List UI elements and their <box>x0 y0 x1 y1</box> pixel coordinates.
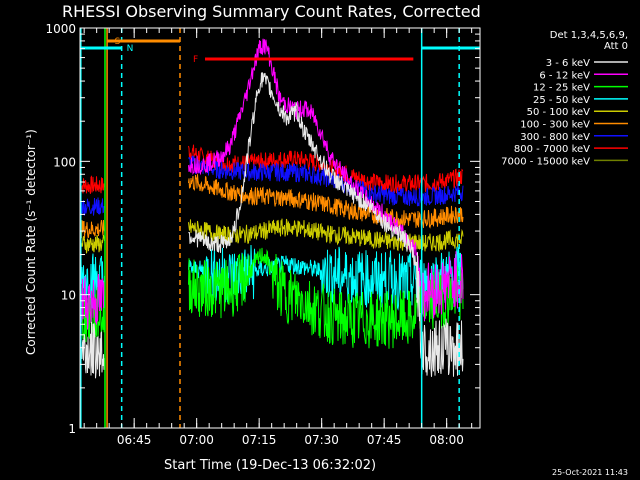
x-axis-label: Start Time (19-Dec-13 06:32:02) <box>164 458 376 473</box>
chart-title: RHESSI Observing Summary Count Rates, Co… <box>62 2 481 21</box>
x-tick-label: 08:00 <box>429 433 464 447</box>
x-tick-label: 07:15 <box>242 433 277 447</box>
y-tick-label: 1 <box>68 422 76 436</box>
legend-label: 300 - 800 keV <box>520 132 590 143</box>
legend-label: 6 - 12 keV <box>539 70 590 81</box>
flag-label-n: N <box>127 44 134 54</box>
y-axis-label: Corrected Count Rate (s⁻¹ detector⁻¹) <box>24 129 38 355</box>
x-tick-label: 07:00 <box>179 433 214 447</box>
series-line-3-6-kev <box>79 72 464 379</box>
legend-header: Det 1,3,4,5,6,9, <box>550 30 628 41</box>
legend-label: 3 - 6 keV <box>546 58 590 69</box>
footer-date: 25-Oct-2021 11:43 <box>552 468 628 477</box>
y-tick-label: 100 <box>53 155 76 169</box>
legend-label: 50 - 100 keV <box>527 107 591 118</box>
plot-area: SN F 1 10 100 1000 06:45 07:00 07:15 07:30 07:45 08… <box>45 22 481 447</box>
series-line-25-50-kev <box>79 244 464 312</box>
x-tick-label: 07:30 <box>304 433 339 447</box>
x-tick-label: 07:45 <box>367 433 402 447</box>
flag-label-f: F <box>193 55 198 65</box>
legend-label: 25 - 50 keV <box>533 95 590 106</box>
flag-label-s: S <box>115 37 121 47</box>
series-line-100-300-kev <box>79 174 464 239</box>
y-tick-label: 10 <box>61 289 76 303</box>
legend-header: Att 0 <box>604 41 628 52</box>
legend-label: 7000 - 15000 keV <box>501 156 590 167</box>
y-tick-label: 1000 <box>45 22 76 36</box>
legend-label: 12 - 25 keV <box>533 83 590 94</box>
plot-frame <box>79 27 481 429</box>
series-line-12-25-kev <box>79 247 464 349</box>
legend-label: 100 - 300 keV <box>520 120 590 131</box>
x-tick-label: 06:45 <box>117 433 152 447</box>
legend-label: 800 - 7000 keV <box>514 144 590 155</box>
